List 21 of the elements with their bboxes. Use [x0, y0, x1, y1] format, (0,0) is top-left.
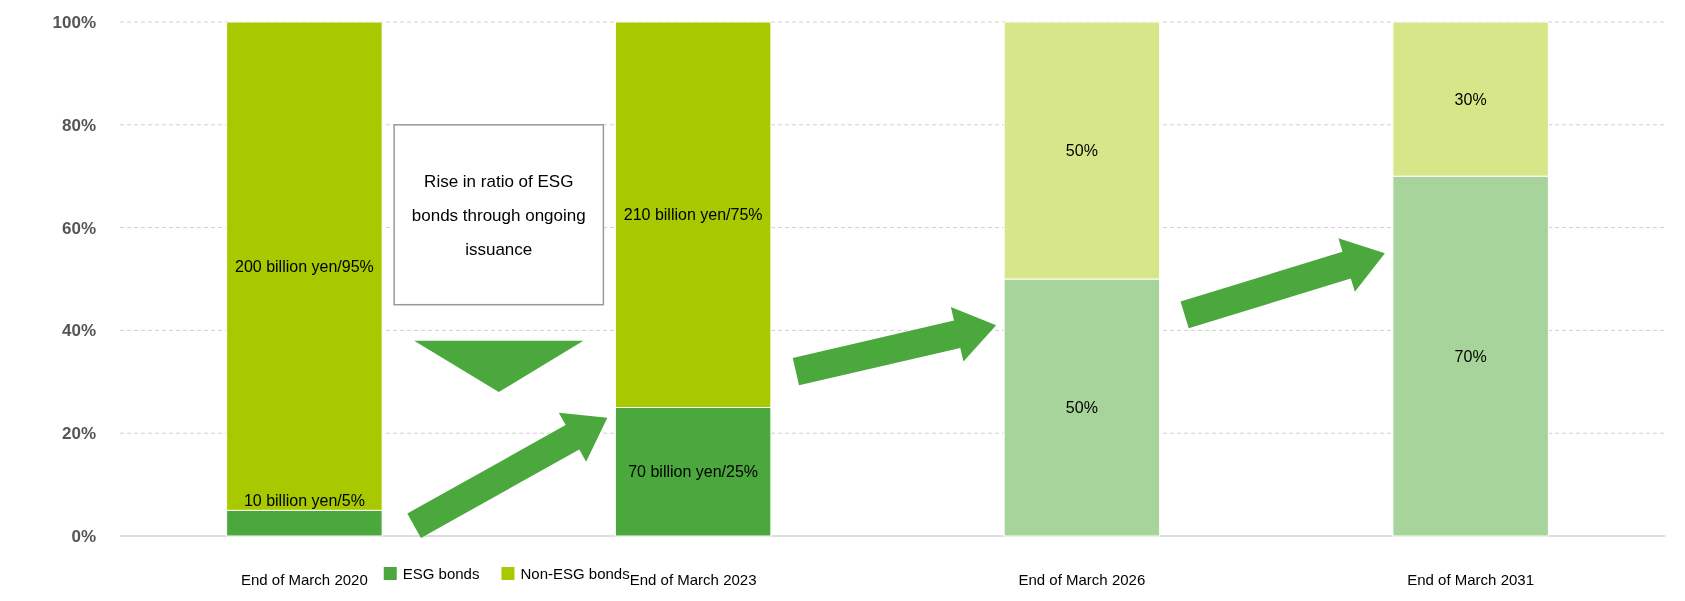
data-label: 210 billion yen/75%	[623, 206, 763, 224]
y-tick-label: 40%	[61, 321, 96, 341]
y-tick-label: 80%	[61, 115, 96, 135]
x-tick-label: End of March 2020	[241, 570, 368, 588]
x-tick-label: End of March 2023	[629, 570, 757, 588]
legend-label: ESG bonds	[402, 565, 480, 583]
x-tick-label: End of March 2031	[1407, 570, 1534, 588]
data-label: 70%	[1454, 347, 1487, 365]
y-tick-label: 0%	[71, 526, 96, 546]
data-label: 200 billion yen/95%	[234, 257, 374, 275]
data-label: 70 billion yen/25%	[628, 463, 759, 481]
data-label: 10 billion yen/5%	[243, 491, 365, 509]
x-tick-label: End of March 2026	[1018, 570, 1146, 588]
y-tick-label: 100%	[52, 12, 96, 32]
annotation: Rise in ratio of ESG bonds through ongoing issuance	[411, 171, 586, 259]
data-label: 50%	[1065, 399, 1098, 417]
data-label: 50%	[1065, 142, 1098, 160]
y-tick-label: 20%	[61, 424, 96, 444]
legend-label: Non-ESG bonds	[520, 565, 630, 583]
data-label: 30%	[1454, 90, 1487, 108]
y-tick-label: 60%	[61, 218, 96, 238]
